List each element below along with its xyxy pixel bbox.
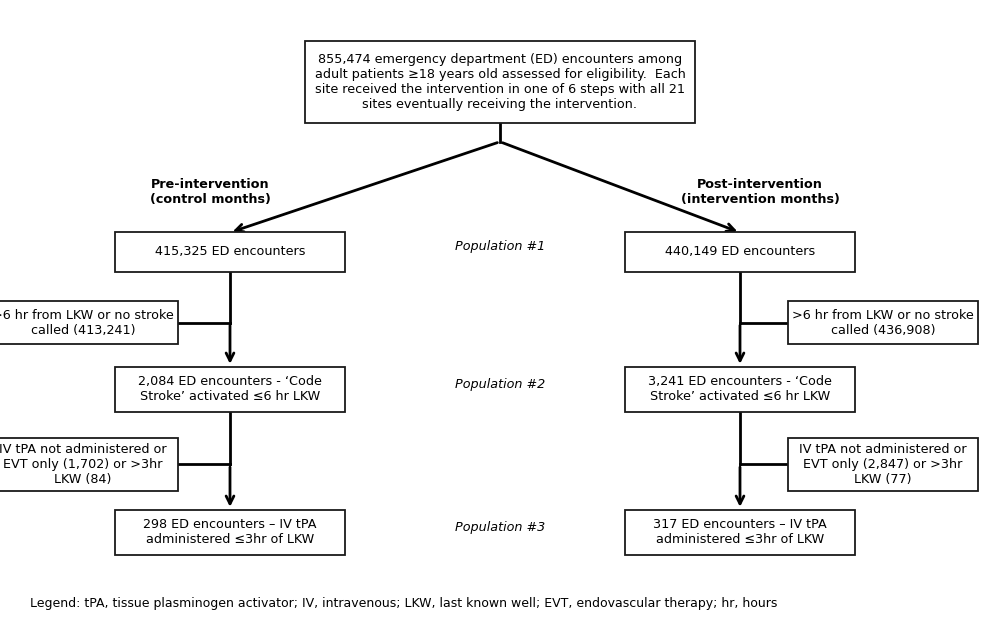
Text: >6 hr from LKW or no stroke
called (413,241): >6 hr from LKW or no stroke called (413,… (0, 309, 174, 336)
Text: Pre-intervention
(control months): Pre-intervention (control months) (150, 178, 270, 206)
Text: Legend: tPA, tissue plasminogen activator; IV, intravenous; LKW, last known well: Legend: tPA, tissue plasminogen activato… (30, 597, 777, 610)
Text: IV tPA not administered or
EVT only (1,702) or >3hr
LKW (84): IV tPA not administered or EVT only (1,7… (0, 443, 167, 486)
FancyBboxPatch shape (788, 301, 978, 344)
Text: Population #2: Population #2 (455, 378, 545, 391)
Text: Post-intervention
(intervention months): Post-intervention (intervention months) (681, 178, 839, 206)
Text: 317 ED encounters – IV tPA
administered ≤3hr of LKW: 317 ED encounters – IV tPA administered … (653, 518, 827, 546)
FancyBboxPatch shape (115, 367, 345, 412)
FancyBboxPatch shape (788, 437, 978, 491)
Text: >6 hr from LKW or no stroke
called (436,908): >6 hr from LKW or no stroke called (436,… (792, 309, 974, 336)
Text: Population #3: Population #3 (455, 521, 545, 534)
FancyBboxPatch shape (115, 510, 345, 555)
Text: 298 ED encounters – IV tPA
administered ≤3hr of LKW: 298 ED encounters – IV tPA administered … (143, 518, 317, 546)
Text: 855,474 emergency department (ED) encounters among
adult patients ≥18 years old : 855,474 emergency department (ED) encoun… (315, 53, 685, 111)
FancyBboxPatch shape (0, 301, 178, 344)
FancyBboxPatch shape (625, 367, 855, 412)
FancyBboxPatch shape (0, 437, 178, 491)
Text: 3,241 ED encounters - ‘Code
Stroke’ activated ≤6 hr LKW: 3,241 ED encounters - ‘Code Stroke’ acti… (648, 375, 832, 403)
FancyBboxPatch shape (115, 232, 345, 272)
FancyBboxPatch shape (625, 232, 855, 272)
Text: 440,149 ED encounters: 440,149 ED encounters (665, 246, 815, 258)
FancyBboxPatch shape (305, 41, 695, 123)
Text: 415,325 ED encounters: 415,325 ED encounters (155, 246, 305, 258)
Text: Population #1: Population #1 (455, 241, 545, 253)
FancyBboxPatch shape (625, 510, 855, 555)
Text: IV tPA not administered or
EVT only (2,847) or >3hr
LKW (77): IV tPA not administered or EVT only (2,8… (799, 443, 967, 486)
Text: 2,084 ED encounters - ‘Code
Stroke’ activated ≤6 hr LKW: 2,084 ED encounters - ‘Code Stroke’ acti… (138, 375, 322, 403)
